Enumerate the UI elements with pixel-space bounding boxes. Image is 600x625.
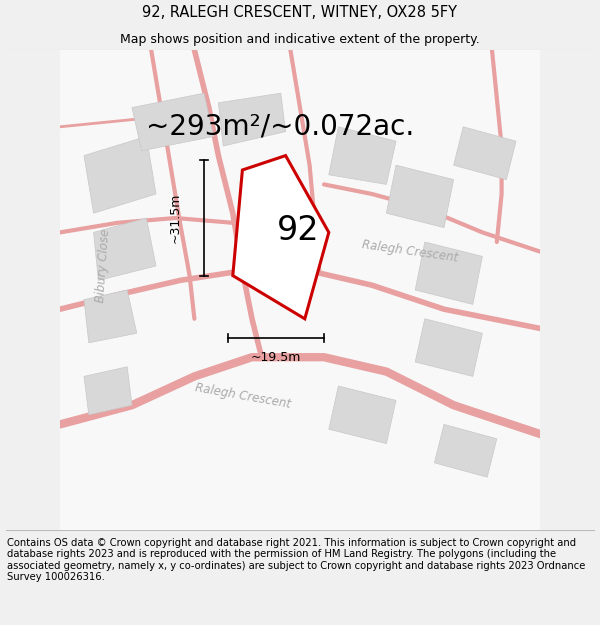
Text: ~19.5m: ~19.5m [251, 351, 301, 364]
Text: Ralegh Crescent: Ralegh Crescent [361, 238, 460, 265]
Polygon shape [132, 93, 214, 151]
Text: Ralegh Crescent: Ralegh Crescent [194, 381, 291, 411]
Text: Contains OS data © Crown copyright and database right 2021. This information is : Contains OS data © Crown copyright and d… [7, 538, 586, 582]
Polygon shape [415, 319, 482, 376]
Polygon shape [329, 386, 396, 444]
Polygon shape [434, 424, 497, 478]
Polygon shape [84, 136, 156, 213]
Polygon shape [415, 242, 482, 304]
Text: 92, RALEGH CRESCENT, WITNEY, OX28 5FY: 92, RALEGH CRESCENT, WITNEY, OX28 5FY [143, 5, 458, 20]
Text: ~293m²/~0.072ac.: ~293m²/~0.072ac. [146, 112, 415, 141]
Text: Bibury Close: Bibury Close [94, 229, 112, 303]
Text: 92: 92 [277, 214, 319, 247]
Polygon shape [329, 127, 396, 184]
Text: ~31.5m: ~31.5m [169, 192, 182, 243]
Polygon shape [94, 218, 156, 281]
Polygon shape [84, 367, 132, 415]
Text: Map shows position and indicative extent of the property.: Map shows position and indicative extent… [120, 32, 480, 46]
Polygon shape [454, 127, 516, 179]
Polygon shape [386, 165, 454, 228]
Polygon shape [233, 156, 329, 319]
Polygon shape [84, 290, 137, 342]
Polygon shape [218, 93, 286, 146]
